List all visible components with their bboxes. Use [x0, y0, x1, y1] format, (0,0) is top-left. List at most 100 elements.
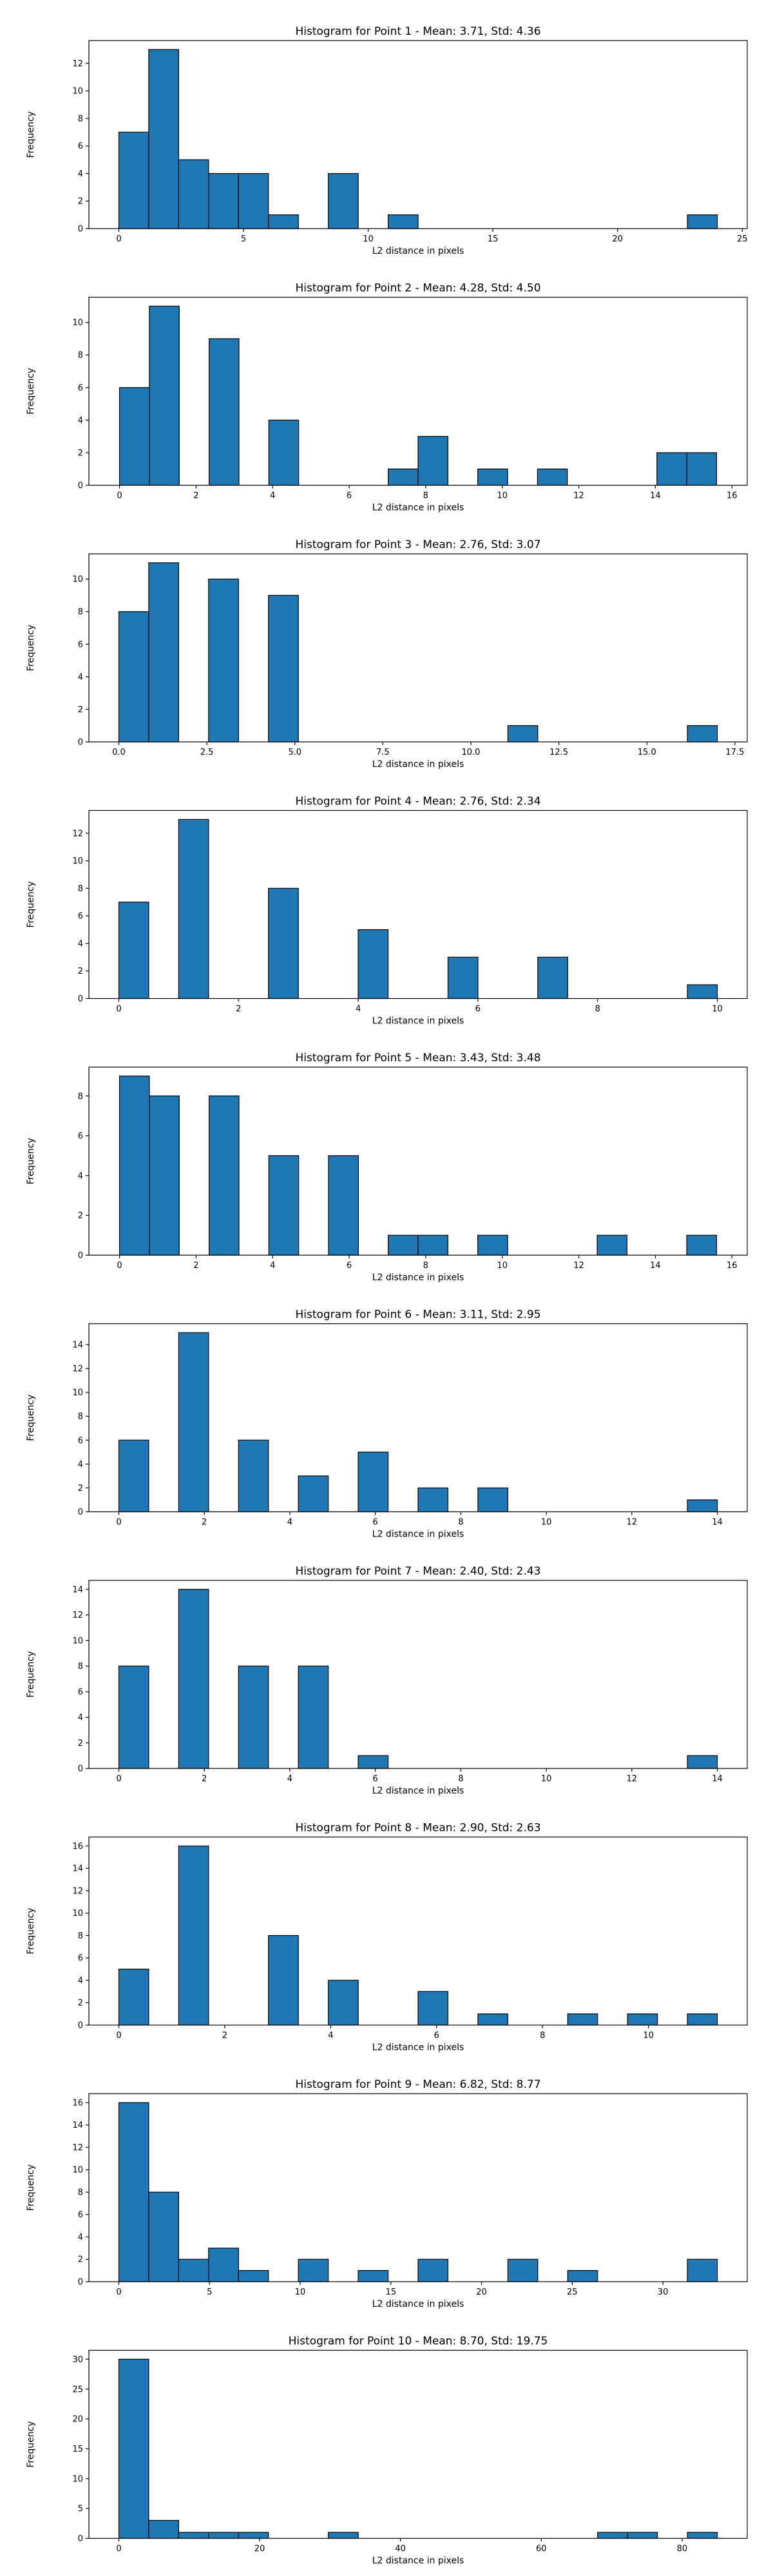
x-tick-label: 0 [117, 491, 122, 501]
x-tick-label: 2 [236, 1005, 241, 1014]
y-tick-label: 6 [78, 1954, 83, 1964]
x-tick-label: 14 [650, 491, 661, 501]
histogram-bar [148, 2520, 179, 2539]
y-tick-label: 4 [78, 939, 83, 949]
histogram-bar [148, 2192, 179, 2282]
x-tick-label: 5 [207, 2287, 212, 2297]
plot-frame [88, 40, 748, 229]
histogram-bar [328, 1980, 359, 2026]
x-tick-label: 4 [356, 1005, 361, 1014]
x-tick-label: 0 [116, 1774, 121, 1784]
y-tick-label: 6 [78, 1436, 83, 1446]
plot-frame [88, 296, 748, 486]
x-tick-label: 8 [458, 1774, 463, 1784]
y-tick-label: 10 [72, 87, 83, 97]
x-tick-label: 0 [116, 234, 121, 244]
histogram-panel-1: Histogram for Point 1 - Mean: 3.71, Std:… [26, 25, 748, 256]
histogram-bar [477, 468, 508, 486]
plot-frame [88, 1323, 748, 1513]
histogram-bar [687, 2259, 718, 2282]
histogram-bar [627, 2013, 658, 2026]
y-tick-label: 15 [72, 2445, 83, 2454]
x-tick-label: 2.5 [200, 748, 214, 757]
histogram-bar [388, 468, 419, 486]
x-axis-label: L2 distance in pixels [372, 2556, 464, 2566]
x-tick-label: 25 [737, 234, 748, 244]
histogram-bar [238, 2270, 269, 2282]
x-tick-label: 10 [541, 1518, 552, 1528]
histogram-bar [178, 819, 209, 999]
histogram-bar [417, 2259, 449, 2282]
histogram-bar [208, 173, 239, 229]
x-tick-label: 16 [727, 491, 738, 501]
x-axis-label: L2 distance in pixels [372, 1273, 464, 1283]
x-tick-label: 6 [372, 1518, 377, 1528]
x-tick-label: 2 [202, 1774, 207, 1784]
chart-title: Histogram for Point 2 - Mean: 4.28, Std:… [295, 282, 540, 295]
x-tick-label: 12 [627, 1518, 638, 1528]
histogram-bar [118, 1439, 149, 1513]
histogram-bar [328, 2532, 359, 2539]
y-tick-label: 0 [78, 1508, 83, 1517]
histogram-bar [178, 2259, 209, 2282]
y-tick-label: 10 [72, 575, 83, 585]
y-tick-label: 8 [78, 114, 83, 124]
y-tick-label: 0 [78, 2534, 83, 2544]
y-tick-label: 8 [78, 1662, 83, 1672]
x-axis-label: L2 distance in pixels [372, 2043, 464, 2053]
y-tick-label: 0 [78, 225, 83, 234]
histogram-bar [358, 1755, 389, 1769]
x-tick-label: 6 [347, 491, 352, 501]
y-tick-label: 12 [72, 59, 83, 69]
histogram-bar [627, 2532, 658, 2539]
y-tick-label: 4 [78, 1713, 83, 1723]
histogram-bar [537, 956, 568, 999]
y-tick-label: 0 [78, 738, 83, 748]
histogram-panel-8: Histogram for Point 8 - Mean: 2.90, Std:… [26, 1822, 748, 2053]
y-tick-label: 2 [78, 1484, 83, 1493]
histogram-bar [447, 956, 479, 999]
histogram-bar [358, 2270, 389, 2282]
y-tick-label: 6 [78, 912, 83, 922]
histogram-bar [537, 468, 568, 486]
y-tick-label: 12 [72, 2143, 83, 2153]
histogram-panel-10: Histogram for Point 10 - Mean: 8.70, Std… [26, 2335, 748, 2566]
histogram-bar [148, 562, 179, 743]
x-tick-label: 10 [643, 2031, 654, 2041]
y-tick-label: 6 [78, 2210, 83, 2220]
chart-title: Histogram for Point 10 - Mean: 8.70, Std… [289, 2335, 548, 2348]
y-tick-label: 6 [78, 1132, 83, 1141]
y-tick-label: 8 [78, 1931, 83, 1941]
x-tick-label: 20 [476, 2287, 487, 2297]
y-tick-label: 12 [72, 1886, 83, 1896]
y-tick-label: 0 [78, 1251, 83, 1261]
x-tick-label: 40 [395, 2544, 406, 2554]
x-tick-label: 30 [658, 2287, 669, 2297]
x-axis-label: L2 distance in pixels [372, 1786, 464, 1796]
y-axis-label: Frequency [26, 2164, 36, 2211]
y-tick-label: 2 [78, 1998, 83, 2008]
histogram-bar [178, 1332, 209, 1513]
histogram-bar [656, 452, 687, 486]
x-tick-label: 25 [567, 2287, 578, 2297]
y-tick-label: 2 [78, 1739, 83, 1748]
y-tick-label: 16 [72, 2098, 83, 2108]
histogram-bar [388, 1235, 419, 1256]
x-tick-label: 8 [423, 1261, 428, 1271]
x-tick-label: 12 [573, 1261, 584, 1271]
y-axis-label: Frequency [26, 1651, 36, 1698]
chart-title: Histogram for Point 5 - Mean: 3.43, Std:… [295, 1052, 540, 1065]
x-tick-label: 6 [347, 1261, 352, 1271]
y-tick-label: 12 [72, 829, 83, 838]
x-tick-label: 5.0 [288, 748, 301, 757]
x-tick-label: 0 [116, 1005, 121, 1014]
x-tick-label: 2 [222, 2031, 227, 2041]
histogram-bar [238, 2532, 269, 2539]
x-axis-label: L2 distance in pixels [372, 1016, 464, 1027]
plot-frame [88, 1580, 748, 1769]
chart-title: Histogram for Point 1 - Mean: 3.71, Std:… [295, 25, 540, 38]
histogram-bar [238, 1665, 269, 1769]
histogram-bar [567, 2013, 598, 2026]
histogram-bar [687, 2013, 718, 2026]
y-axis-label: Frequency [26, 1394, 36, 1441]
